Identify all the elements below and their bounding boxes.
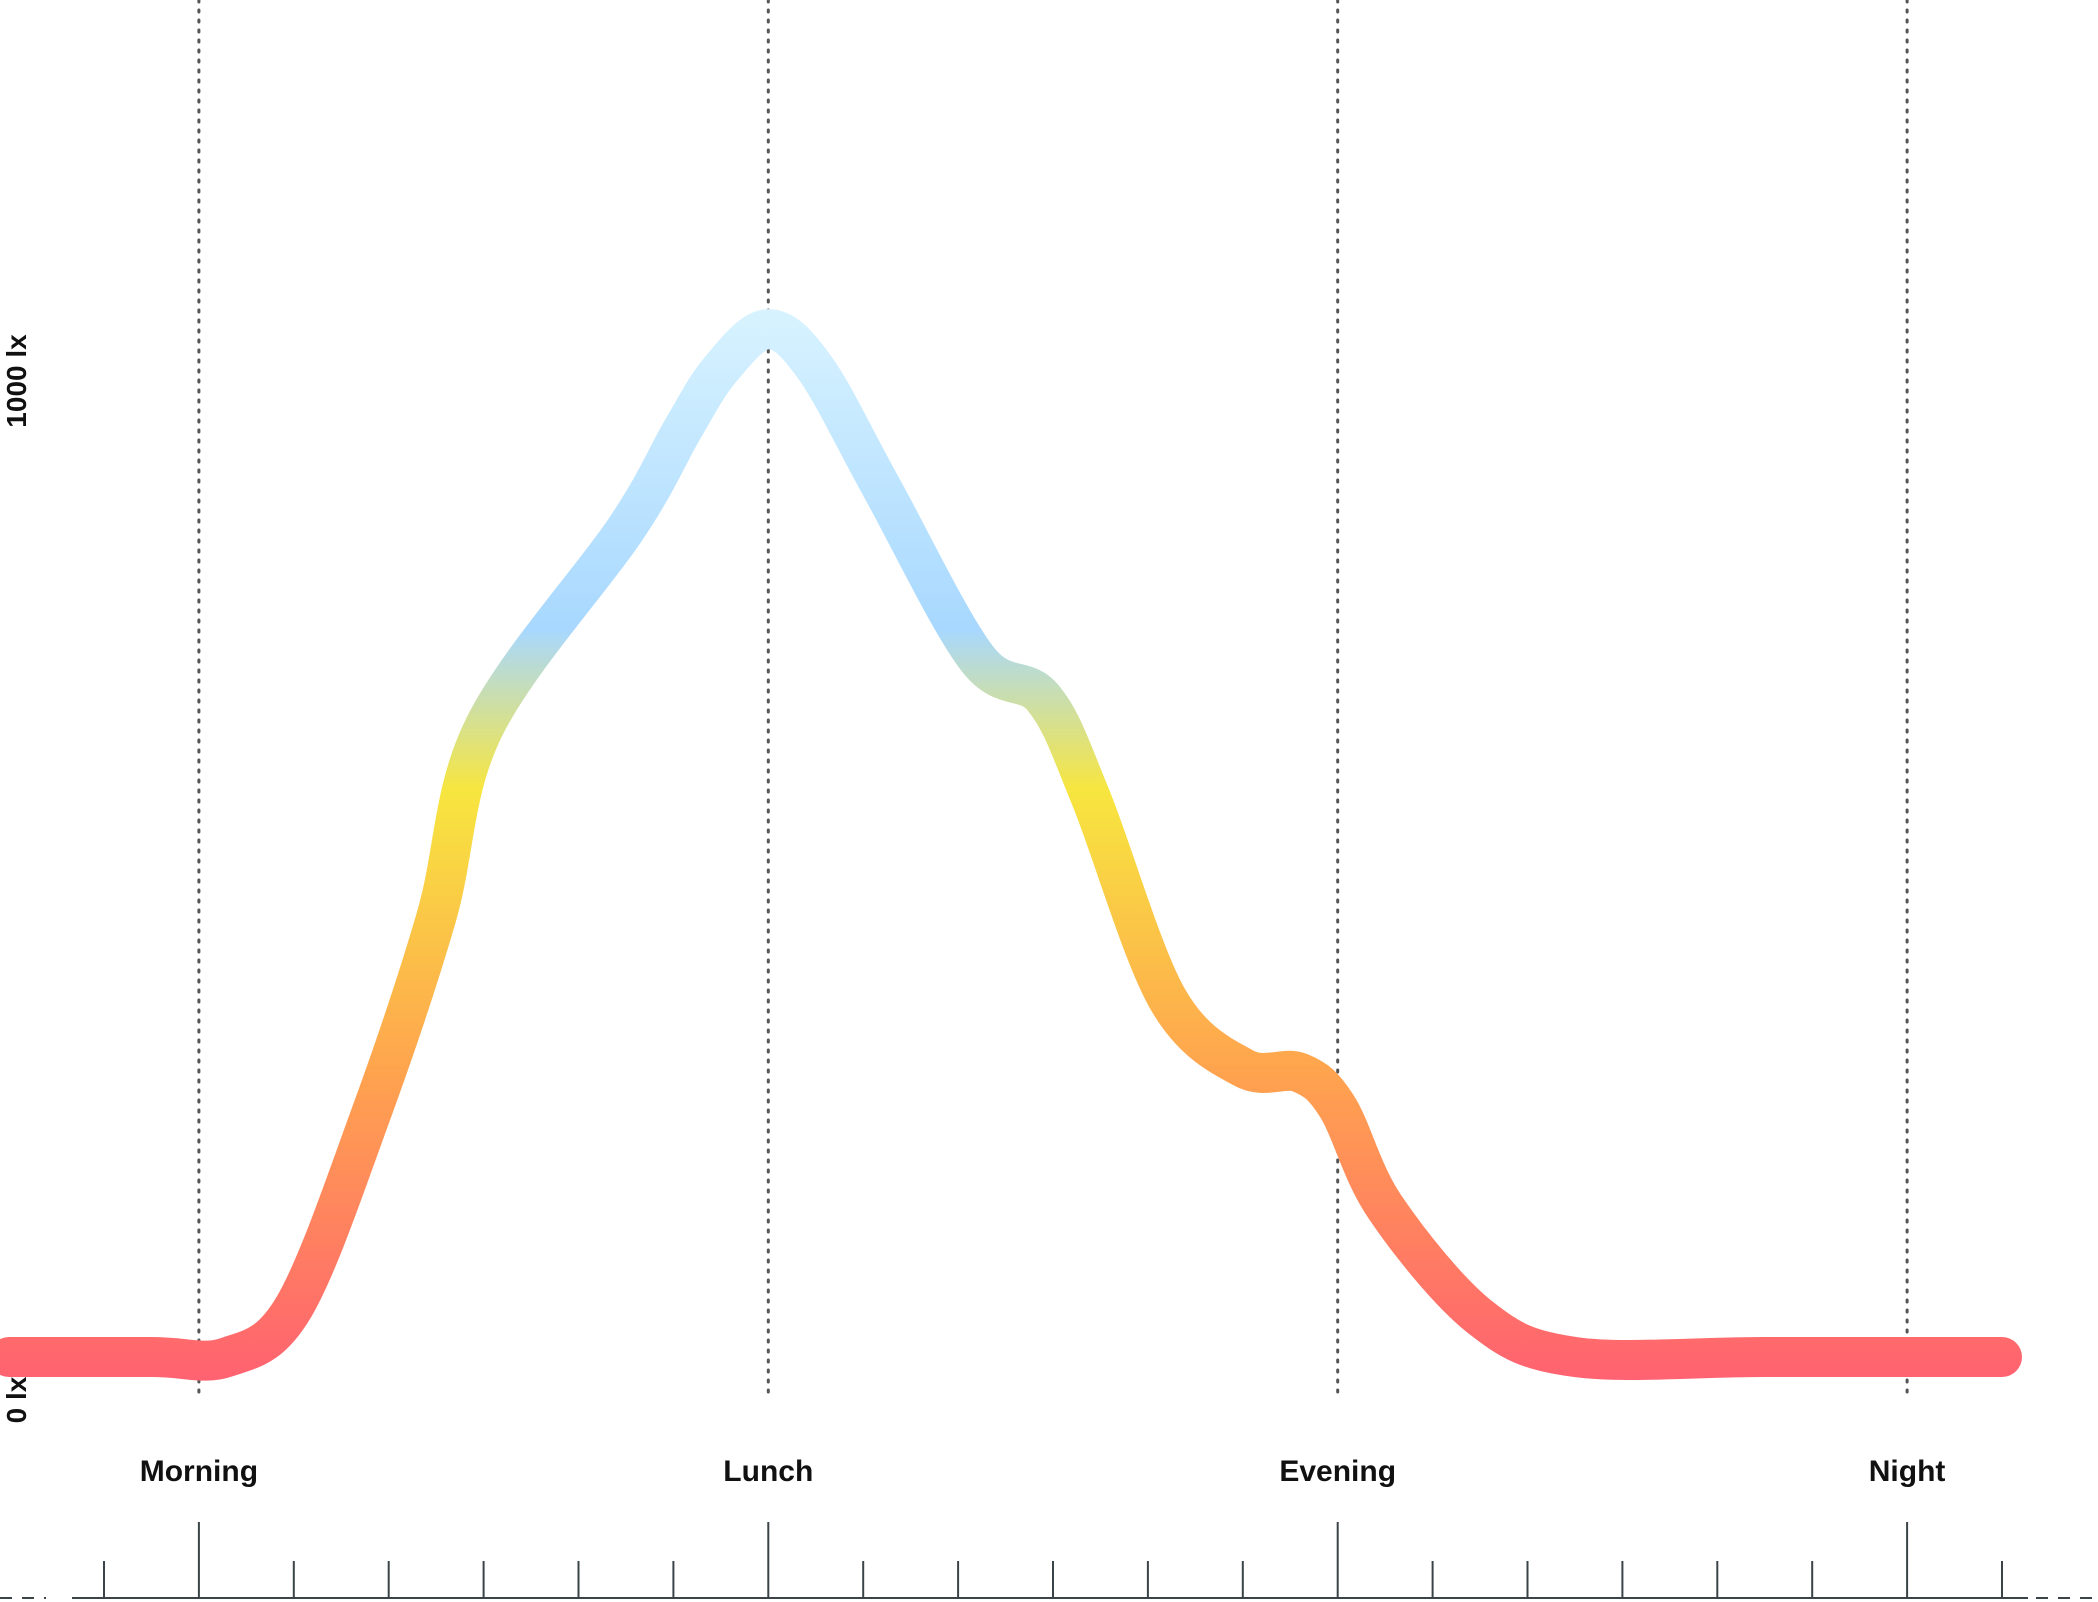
y-label-0: 0 lx	[1, 1376, 32, 1423]
x-label-morning: Morning	[140, 1455, 258, 1488]
y-axis-labels: 0 lx 1000 lx	[1, 334, 32, 1423]
series-line-0	[0, 309, 2022, 1381]
series-layer	[0, 309, 2022, 1381]
y-label-1000: 1000 lx	[1, 334, 32, 428]
x-axis	[0, 1522, 2098, 1599]
x-label-evening: Evening	[1279, 1455, 1396, 1488]
x-axis-labels: Morning Lunch Evening Night	[140, 1455, 1946, 1488]
x-label-night: Night	[1869, 1455, 1946, 1488]
x-label-lunch: Lunch	[723, 1455, 813, 1488]
vertical-gridlines	[197, 0, 1909, 1402]
